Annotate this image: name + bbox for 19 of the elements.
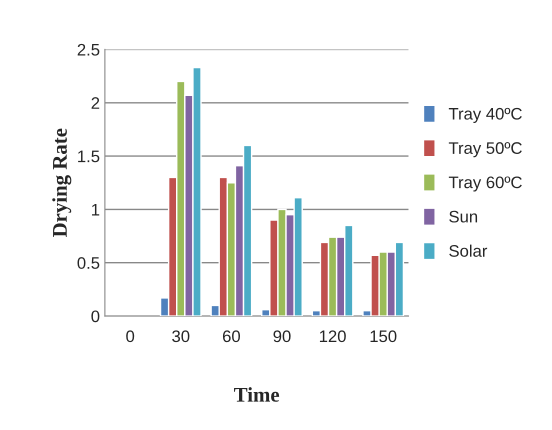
y-tick-label: 0	[91, 310, 100, 322]
legend-label: Solar	[449, 244, 488, 257]
legend-label: Tray 50ºC	[448, 142, 522, 158]
y-tick-label: 1	[92, 204, 100, 216]
x-tick-label: 30	[172, 330, 190, 342]
legend-label: Tray 40ºC	[448, 108, 522, 123]
y-axis-title: Drying Rate	[52, 128, 72, 238]
legend-label: Sun	[449, 210, 478, 223]
legend-label: Tray 60ºC	[448, 176, 522, 192]
y-tick-label: 2.5	[78, 44, 100, 56]
x-tick-label: 60	[222, 330, 240, 342]
x-tick-label: 150	[370, 330, 396, 342]
x-tick-label: 120	[320, 330, 346, 342]
y-tick-label: 0.5	[78, 257, 100, 269]
x-tick-label: 90	[273, 330, 291, 342]
x-tick-label: 0	[126, 330, 134, 342]
x-axis-title: Time	[234, 387, 280, 402]
y-tick-label: 1.5	[78, 150, 100, 162]
y-tick-label: 2	[92, 97, 100, 109]
